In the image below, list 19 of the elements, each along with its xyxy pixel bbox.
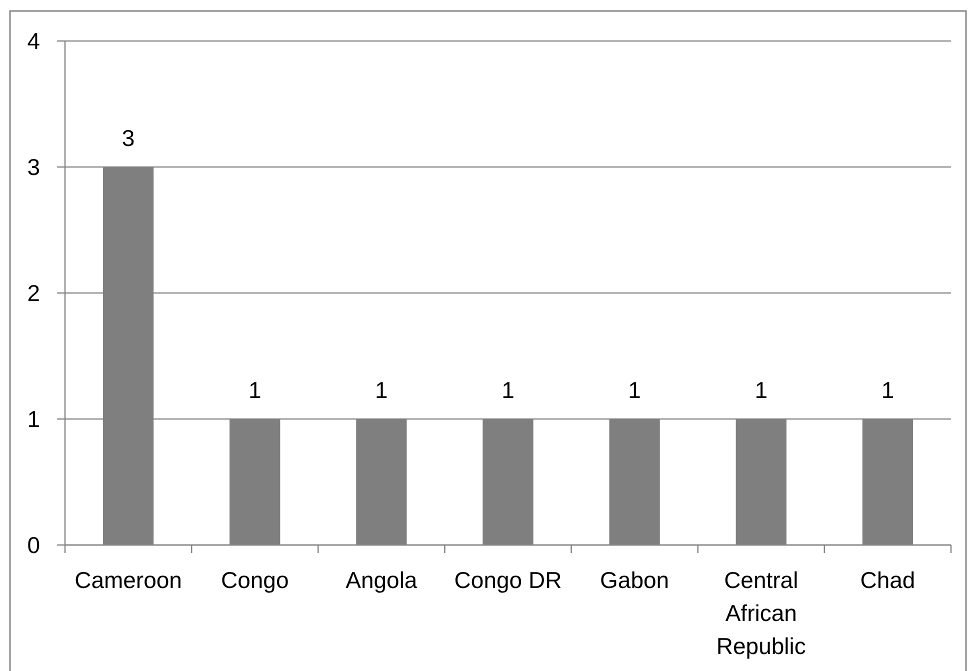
y-tick-label: 1 <box>27 406 40 432</box>
data-label: 1 <box>881 377 894 403</box>
x-tick-label: Congo <box>220 567 289 594</box>
y-tick-label: 0 <box>27 532 40 558</box>
data-label: 1 <box>628 377 641 403</box>
y-tick-label: 2 <box>27 280 40 306</box>
x-tick-label: Central African Republic <box>716 567 806 660</box>
data-label: 3 <box>122 125 135 151</box>
y-tick-label: 3 <box>27 154 40 180</box>
data-label: 1 <box>502 377 514 403</box>
x-tick-label: Chad <box>860 567 916 594</box>
data-label: 1 <box>248 377 262 403</box>
x-tick-label: Angola <box>346 567 418 594</box>
y-tick-label: 4 <box>27 28 40 54</box>
data-label: 1 <box>754 377 768 403</box>
x-tick-label: Cameroon <box>74 567 182 594</box>
data-label: 1 <box>375 377 388 403</box>
x-tick-label: Congo DR <box>454 567 562 594</box>
x-tick-label: Gabon <box>600 567 670 594</box>
